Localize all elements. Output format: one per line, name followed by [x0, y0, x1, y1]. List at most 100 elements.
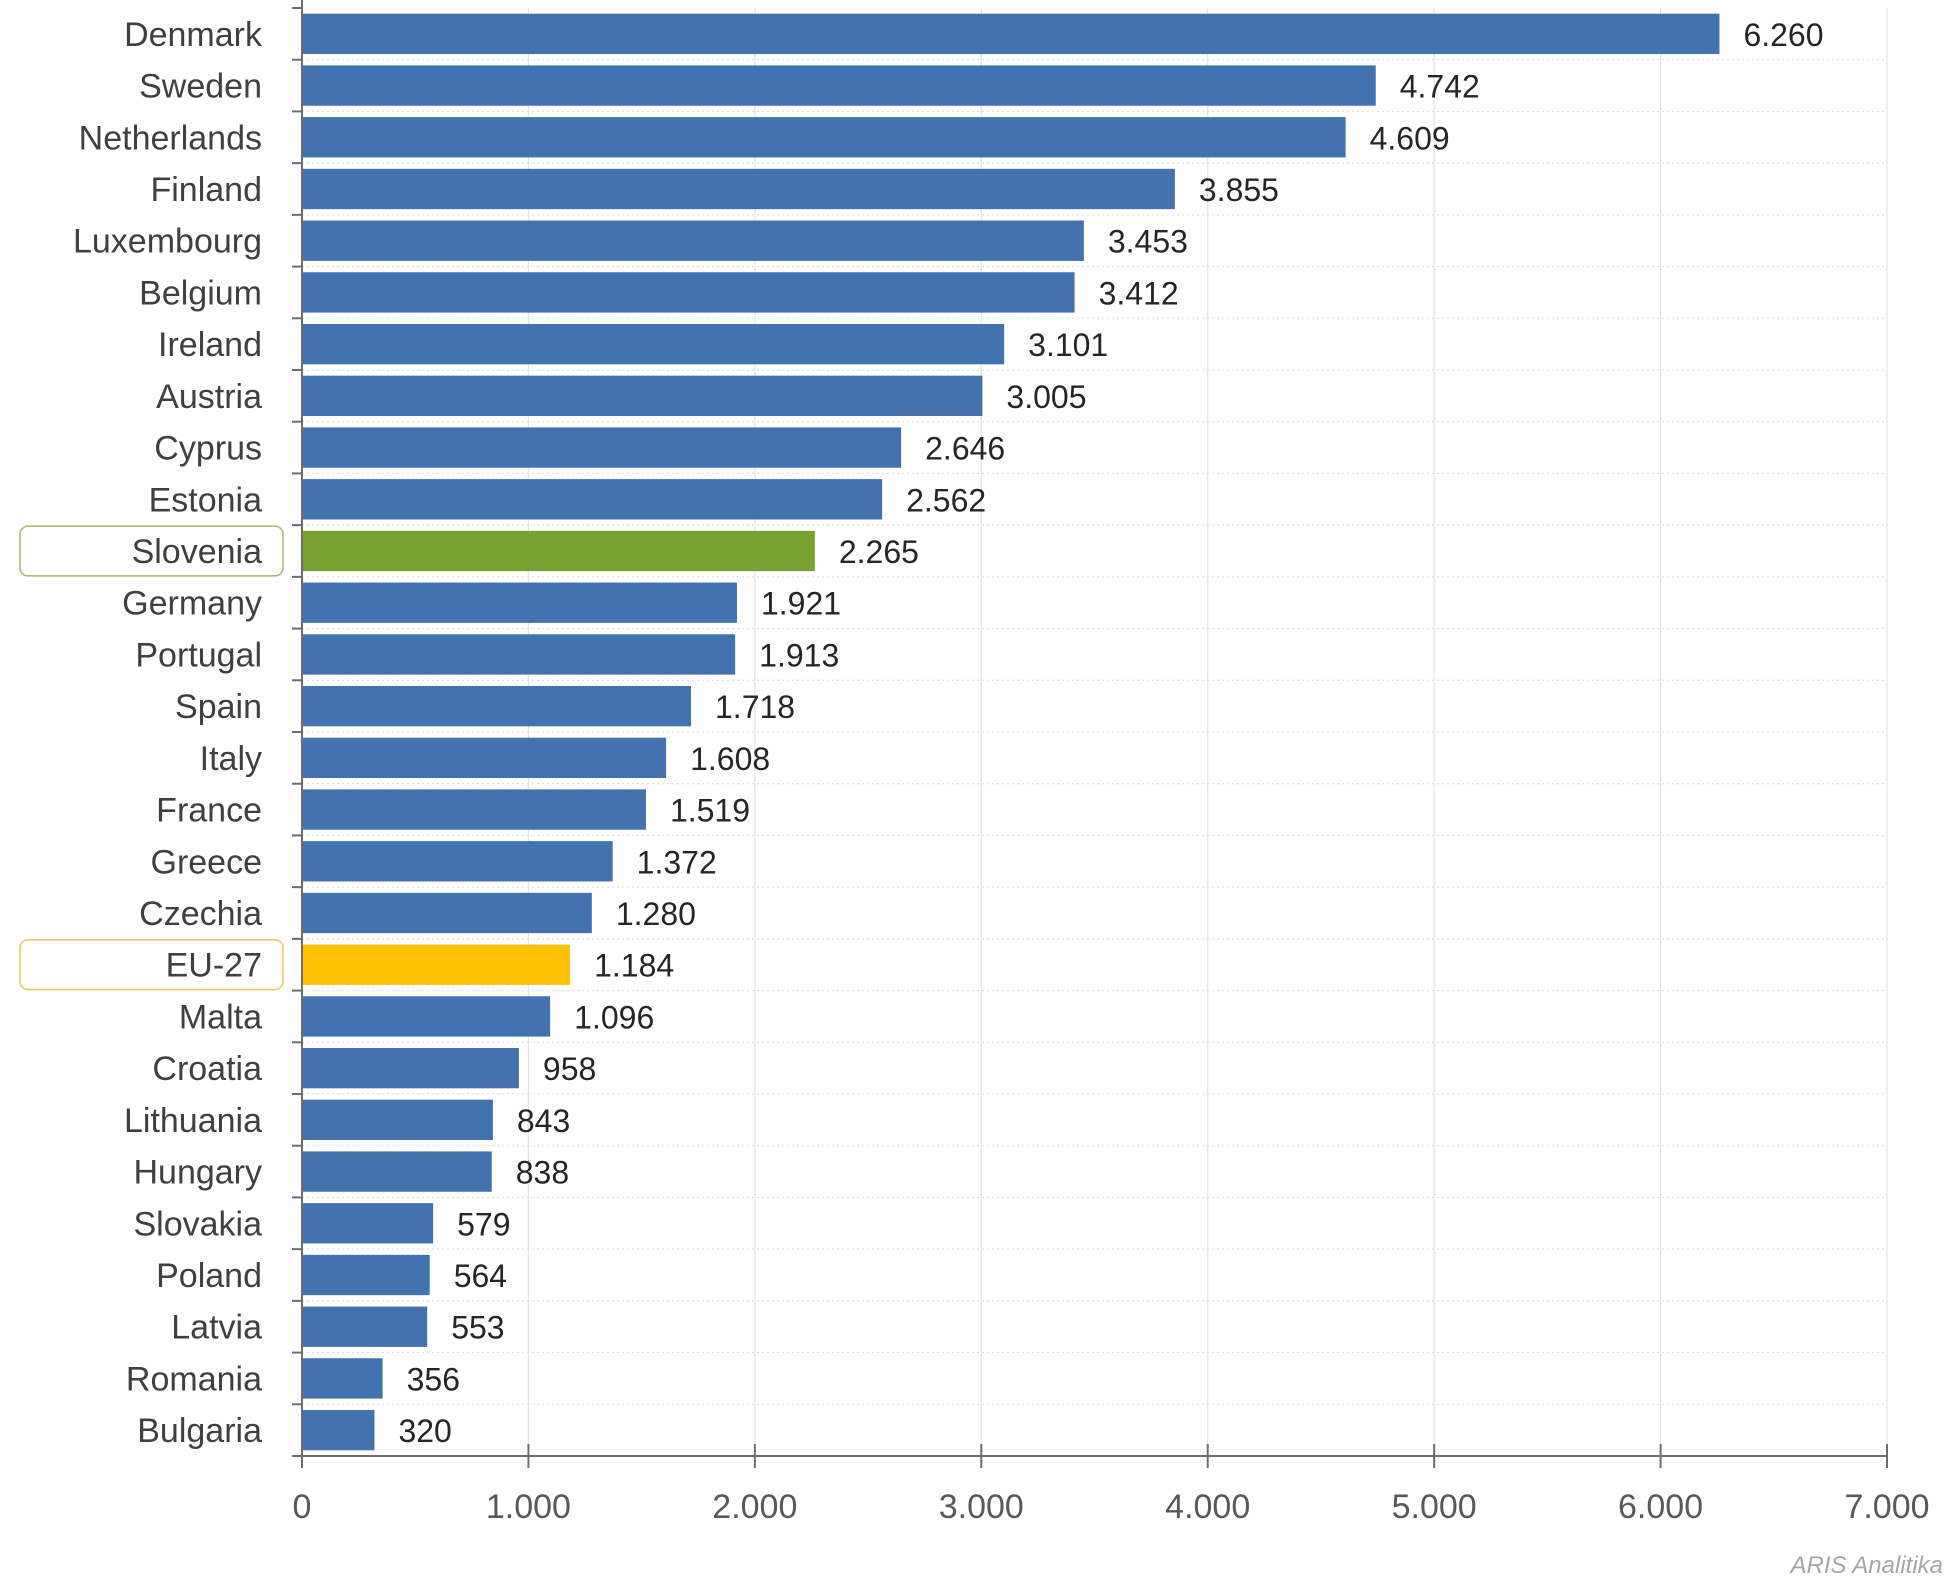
- category-label: Italy: [200, 740, 262, 778]
- category-label: Germany: [122, 585, 262, 623]
- value-label: 3.412: [1099, 275, 1179, 311]
- value-label: 1.096: [574, 999, 654, 1035]
- category-label: Austria: [156, 378, 262, 416]
- highlight-box: [19, 939, 284, 991]
- value-label: 356: [407, 1361, 460, 1397]
- bar: [302, 323, 1005, 365]
- x-tick-label: 5.000: [1392, 1488, 1477, 1526]
- bar: [302, 1047, 519, 1089]
- value-label: 958: [543, 1051, 596, 1087]
- bar: [302, 65, 1376, 106]
- value-label: 1.184: [594, 948, 674, 984]
- bar: [302, 789, 646, 830]
- category-label: Poland: [156, 1257, 262, 1295]
- highlight-box: [19, 525, 284, 577]
- value-labels: 6.260 4.742 4.609 3.855 3.453 3.412 3.101 3.005…: [398, 17, 1823, 1449]
- value-label: 2.265: [839, 534, 919, 570]
- bar: [302, 841, 613, 882]
- value-label: 1.519: [670, 793, 750, 829]
- bar: [302, 1306, 428, 1347]
- x-tick-label: 1.000: [486, 1488, 571, 1526]
- category-label: Malta: [179, 998, 262, 1036]
- value-label: 4.609: [1370, 120, 1450, 156]
- value-label: 3.855: [1199, 172, 1279, 208]
- bar: [302, 634, 736, 675]
- category-label: Czechia: [139, 895, 262, 933]
- bar: [302, 375, 983, 417]
- bar: [302, 1203, 434, 1244]
- value-label: 843: [517, 1103, 570, 1139]
- category-label: Cyprus: [154, 430, 262, 468]
- category-label: Hungary: [133, 1154, 262, 1192]
- category-label: Sweden: [139, 68, 262, 106]
- source-note: ARIS Analitika: [1790, 1552, 1943, 1579]
- grid-lines: [302, 8, 1888, 1456]
- value-label: 553: [451, 1310, 504, 1346]
- value-label: 838: [516, 1155, 569, 1191]
- value-label: 3.005: [1006, 379, 1086, 415]
- category-label: Finland: [150, 171, 262, 209]
- bar: [302, 427, 902, 468]
- category-label: France: [156, 792, 262, 830]
- category-label: Netherlands: [79, 119, 262, 157]
- bar: [302, 117, 1346, 158]
- category-label: Slovenia: [132, 533, 263, 571]
- x-tick-labels: 0 1.000 2.000 3.000 4.000 5.000 6.000 7.000: [293, 1488, 1930, 1526]
- x-tick-label: 0: [293, 1488, 312, 1526]
- value-label: 3.453: [1108, 224, 1188, 260]
- category-label: Romania: [126, 1360, 262, 1398]
- x-tick-label: 3.000: [939, 1488, 1024, 1526]
- value-label: 579: [457, 1206, 510, 1242]
- category-label: Croatia: [152, 1050, 262, 1088]
- bar: [302, 582, 737, 623]
- bars: [302, 13, 1720, 1451]
- bar: [302, 530, 815, 572]
- bar: [302, 1254, 430, 1296]
- value-label: 1.372: [637, 844, 717, 880]
- bar: [302, 1099, 493, 1141]
- bar: [302, 737, 667, 779]
- value-label: 1.913: [759, 637, 839, 673]
- category-label: EU-27: [166, 947, 262, 985]
- value-label: 1.608: [690, 741, 770, 777]
- category-label: Denmark: [124, 16, 263, 54]
- bar: [302, 1409, 375, 1451]
- axes: [292, 0, 1888, 1468]
- bar: [302, 685, 692, 727]
- x-tick-label: 6.000: [1618, 1488, 1703, 1526]
- x-tick-label: 2.000: [712, 1488, 797, 1526]
- category-label: Bulgaria: [137, 1412, 262, 1450]
- bar: [302, 168, 1175, 210]
- value-label: 1.921: [761, 586, 841, 622]
- category-label: Slovakia: [133, 1205, 262, 1243]
- category-label: Lithuania: [124, 1102, 262, 1140]
- highlight-boxes: [19, 525, 284, 991]
- category-label: Ireland: [158, 326, 262, 364]
- bar: [302, 944, 571, 985]
- value-label: 6.260: [1743, 17, 1823, 53]
- value-label: 3.101: [1028, 327, 1108, 363]
- x-tick-label: 7.000: [1844, 1488, 1929, 1526]
- category-label: Portugal: [135, 636, 262, 674]
- bar: [302, 996, 551, 1037]
- category-label: Estonia: [149, 481, 262, 519]
- bar: [302, 1151, 492, 1192]
- category-label: Luxembourg: [73, 223, 262, 261]
- bar: [302, 1358, 383, 1399]
- value-label: 2.646: [925, 431, 1005, 467]
- value-label: 4.742: [1400, 69, 1480, 105]
- value-label: 1.280: [616, 896, 696, 932]
- x-tick-label: 4.000: [1165, 1488, 1250, 1526]
- value-label: 564: [454, 1258, 507, 1294]
- bar: [302, 479, 883, 520]
- category-label: Spain: [175, 688, 262, 726]
- value-label: 1.718: [715, 689, 795, 725]
- category-label: Belgium: [139, 274, 262, 312]
- bar: [302, 220, 1084, 261]
- category-labels: Denmark Sweden Netherlands Finland Luxembour…: [73, 16, 263, 1450]
- bar: [302, 13, 1720, 55]
- category-label: Latvia: [171, 1309, 262, 1347]
- bar: [302, 892, 592, 934]
- value-label: 2.562: [906, 482, 986, 518]
